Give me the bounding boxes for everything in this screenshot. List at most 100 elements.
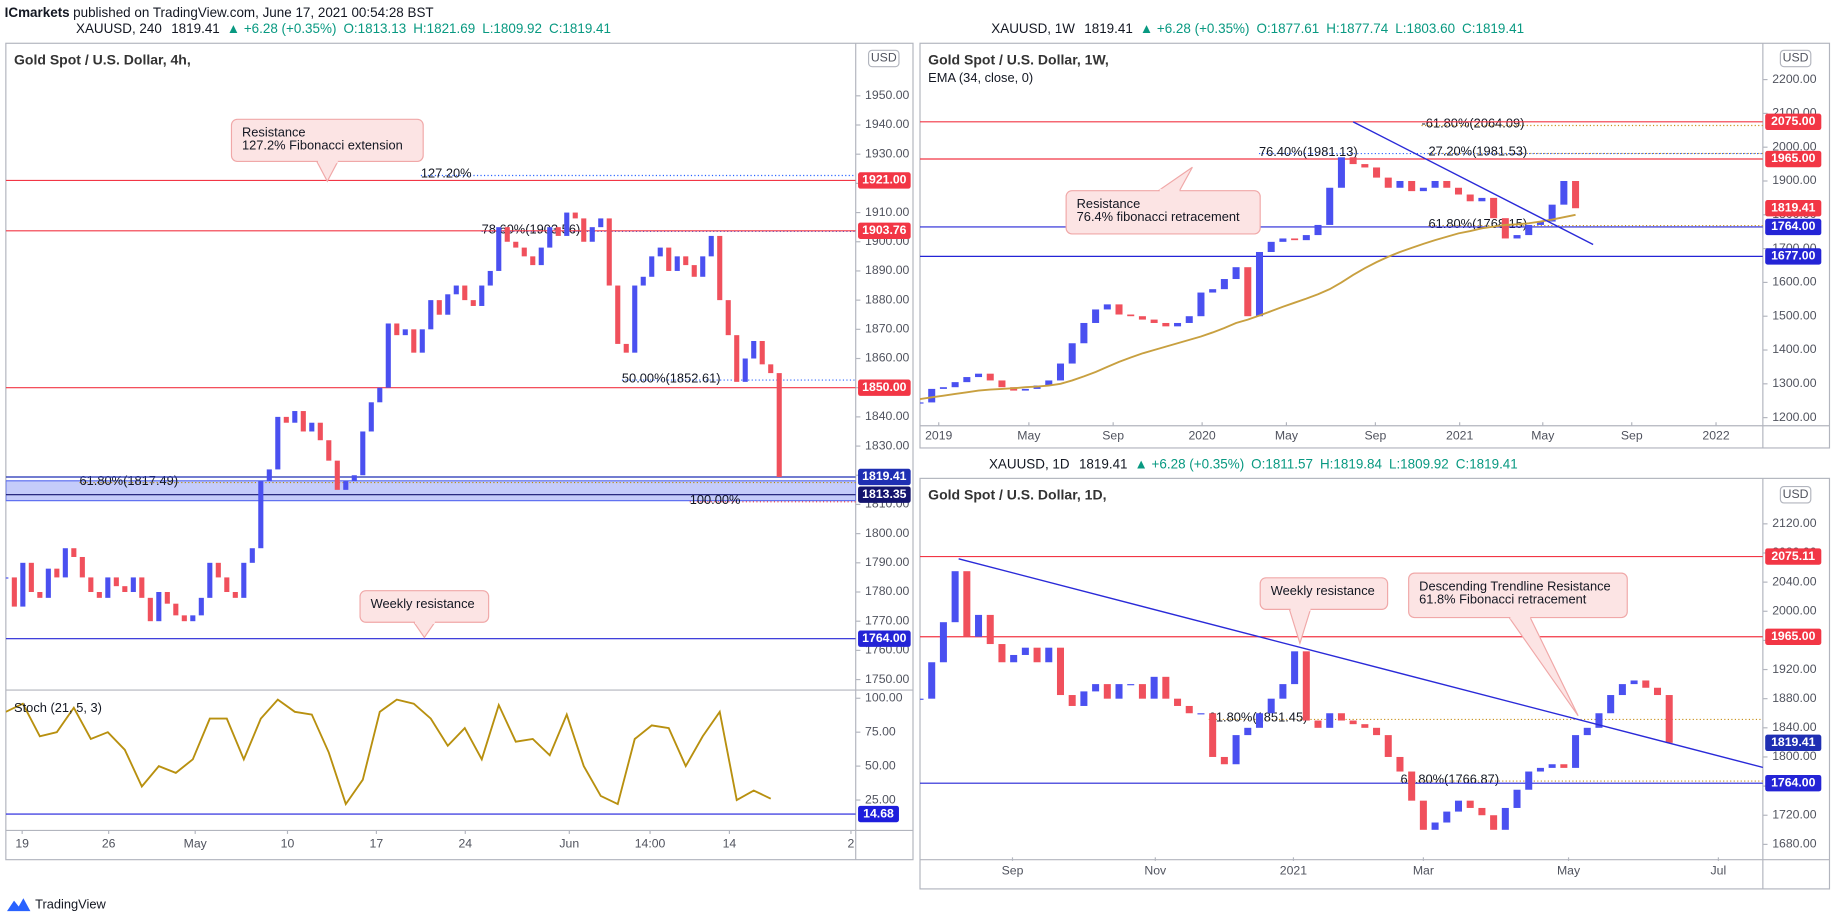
y-tick-label: 1800.00 [865,526,910,540]
candle [241,562,247,598]
candle [462,285,468,301]
candle [1314,720,1322,728]
candle [700,256,706,277]
candle [1419,187,1427,192]
fib-label: 50.00%(1852.61) [622,370,721,385]
close: C:1819.41 [549,21,611,36]
price-tag-label: 1965.00 [1771,151,1816,165]
price-tag-label: 1813.35 [862,487,907,501]
candle [649,256,655,277]
y-tick-label: 1900.00 [1772,173,1817,187]
candle [1572,180,1580,209]
candle [1384,735,1392,757]
currency-box [1779,49,1812,68]
candle [1092,309,1100,323]
pane-header: XAUUSD, 1W 1819.41 ▲ +6.28 (+0.35%) O:1877.… [991,21,1524,36]
candle [479,285,485,306]
candle [198,597,204,616]
candle [975,614,983,637]
callout-text: Descending Trendline Resistance [1419,579,1611,594]
y-tick-label: 1940.00 [865,117,910,131]
x-tick-label: May [1557,864,1581,878]
candle [1326,187,1334,225]
candle [122,586,128,593]
candle [1267,241,1275,252]
fib-label: 61.80%(1766.87) [1400,771,1499,786]
candle [1607,695,1615,714]
low: L:1803.60 [1395,21,1455,36]
candle [1279,238,1287,242]
candle [1115,304,1123,315]
y-tick-label: 2000.00 [1772,139,1817,153]
y-tick-label: 1840.00 [865,409,910,423]
x-tick-label: 2020 [1188,429,1215,443]
symbol: XAUUSD, 240 [76,21,162,36]
y-tick-label: 100.00 [865,690,903,704]
candle [1021,647,1029,655]
symbol: XAUUSD, 1W [991,21,1075,36]
candle [1220,756,1228,765]
candle [411,329,417,353]
price-tag-label: 1677.00 [1771,249,1816,263]
candle [1630,680,1638,685]
candle [1279,684,1287,699]
candle [572,212,578,219]
candle [734,335,740,382]
candle [11,577,17,607]
price-tag [1765,628,1822,645]
candle [54,568,60,578]
price-tag-label: 1903.76 [862,223,907,237]
candle [164,592,170,604]
candle [951,382,959,388]
candle [1127,684,1135,686]
y-tick-label: 1750.00 [865,672,910,686]
y-tick-label: 1920.00 [1772,662,1817,676]
y-tick-label: 1790.00 [865,555,910,569]
candle [249,548,255,563]
candle [1045,380,1053,386]
candle [334,460,340,490]
candle [445,294,451,315]
price-tag [1765,548,1822,565]
candle [581,218,587,242]
pane-frame [919,477,1831,890]
x-tick-label: 24 [458,837,472,851]
candle [139,577,145,598]
candle [1618,684,1626,696]
candle [963,377,971,383]
candle [71,548,77,557]
candle [360,431,366,476]
candle [742,358,748,382]
candle [377,387,383,403]
fib-label: 76.40%(1981.13) [1259,144,1358,159]
candle [453,285,459,295]
candle [615,285,621,344]
x-tick-label: 2022 [1702,429,1729,443]
change: ▲ +6.28 (+0.35%) [1135,456,1245,471]
price-tag [858,486,911,503]
callout-text: Weekly resistance [371,596,475,611]
candle [1373,727,1381,736]
candle [1349,720,1357,725]
candle [975,373,983,378]
candle [555,227,561,236]
price-tag [1765,734,1822,752]
candle [951,571,959,623]
candle [1056,363,1064,381]
candle [1595,713,1603,728]
candle [326,440,332,461]
candle [939,387,947,389]
price-tag-label: 1965.00 [1771,629,1816,643]
currency: USD [871,51,897,65]
candle [156,592,162,622]
x-tick-label: Sep [1364,429,1386,443]
candle [88,577,94,593]
candle [1361,724,1369,728]
y-tick-label: 1880.00 [865,292,910,306]
candle [385,323,391,388]
price-tag [858,222,911,239]
candle [436,300,442,315]
candle [1174,698,1182,706]
candle [1384,177,1392,188]
currency-box [867,49,900,68]
